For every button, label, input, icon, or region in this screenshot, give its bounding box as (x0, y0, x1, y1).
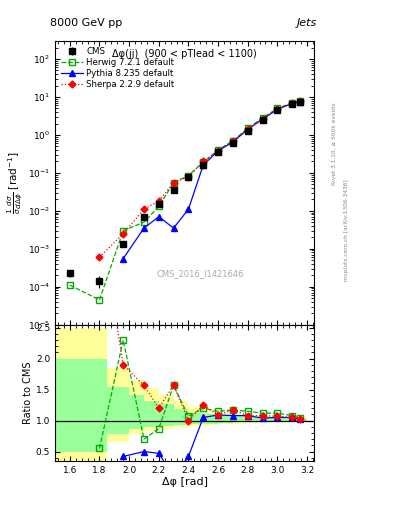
Sherpa 2.2.9 default (245, 126, 250, 133)
X-axis label: Δφ [rad]: Δφ [rad] (162, 477, 208, 487)
Herwig 7.2.1 default (245, 125, 250, 132)
Text: Jets: Jets (296, 18, 317, 28)
Text: 8000 GeV pp: 8000 GeV pp (50, 18, 123, 28)
Sherpa 2.2.9 default (216, 148, 220, 154)
Text: CMS_2016_I1421646: CMS_2016_I1421646 (156, 269, 244, 278)
Pythia 8.235 default (231, 139, 235, 145)
Sherpa 2.2.9 default (231, 138, 235, 144)
Sherpa 2.2.9 default (186, 174, 191, 180)
Sherpa 2.2.9 default (121, 230, 125, 237)
Pythia 8.235 default (297, 98, 302, 104)
Herwig 7.2.1 default (97, 297, 102, 303)
Sherpa 2.2.9 default (260, 116, 265, 122)
Herwig 7.2.1 default (201, 159, 206, 165)
Text: mcplots.cern.ch [arXiv:1306.3436]: mcplots.cern.ch [arXiv:1306.3436] (344, 180, 349, 281)
Pythia 8.235 default (141, 225, 146, 231)
Sherpa 2.2.9 default (141, 206, 146, 212)
Text: Δφ(jj)  (900 < pTlead < 1100): Δφ(jj) (900 < pTlead < 1100) (112, 50, 257, 59)
Herwig 7.2.1 default (275, 105, 280, 112)
Herwig 7.2.1 default (216, 147, 220, 153)
Pythia 8.235 default (171, 225, 176, 231)
Pythia 8.235 default (260, 116, 265, 122)
Herwig 7.2.1 default (156, 203, 161, 209)
Pythia 8.235 default (216, 148, 220, 154)
Text: Rivet 3.1.10, ≥ 500k events: Rivet 3.1.10, ≥ 500k events (332, 102, 337, 185)
Sherpa 2.2.9 default (290, 100, 294, 106)
Sherpa 2.2.9 default (297, 98, 302, 104)
Sherpa 2.2.9 default (97, 254, 102, 260)
Herwig 7.2.1 default (297, 98, 302, 104)
Sherpa 2.2.9 default (156, 198, 161, 204)
Line: Pythia 8.235 default: Pythia 8.235 default (120, 99, 302, 262)
Herwig 7.2.1 default (121, 227, 125, 233)
Line: Herwig 7.2.1 default: Herwig 7.2.1 default (67, 98, 302, 303)
Legend: CMS, Herwig 7.2.1 default, Pythia 8.235 default, Sherpa 2.2.9 default: CMS, Herwig 7.2.1 default, Pythia 8.235 … (59, 45, 176, 91)
Herwig 7.2.1 default (68, 282, 72, 288)
Sherpa 2.2.9 default (201, 158, 206, 164)
Pythia 8.235 default (275, 106, 280, 113)
Pythia 8.235 default (201, 162, 206, 168)
Herwig 7.2.1 default (231, 138, 235, 144)
Herwig 7.2.1 default (290, 100, 294, 106)
Pythia 8.235 default (121, 255, 125, 262)
Line: Sherpa 2.2.9 default: Sherpa 2.2.9 default (97, 99, 302, 260)
Herwig 7.2.1 default (171, 180, 176, 186)
Pythia 8.235 default (156, 214, 161, 220)
Herwig 7.2.1 default (260, 115, 265, 121)
Sherpa 2.2.9 default (171, 180, 176, 186)
Herwig 7.2.1 default (141, 219, 146, 225)
Y-axis label: Ratio to CMS: Ratio to CMS (23, 361, 33, 424)
Pythia 8.235 default (290, 100, 294, 106)
Y-axis label: $\frac{1}{\sigma}\frac{d\sigma}{d\Delta\phi}\ [\rm{rad}^{-1}]$: $\frac{1}{\sigma}\frac{d\sigma}{d\Delta\… (6, 152, 25, 214)
Pythia 8.235 default (245, 126, 250, 133)
Sherpa 2.2.9 default (275, 106, 280, 112)
Herwig 7.2.1 default (186, 173, 191, 179)
Pythia 8.235 default (186, 206, 191, 212)
